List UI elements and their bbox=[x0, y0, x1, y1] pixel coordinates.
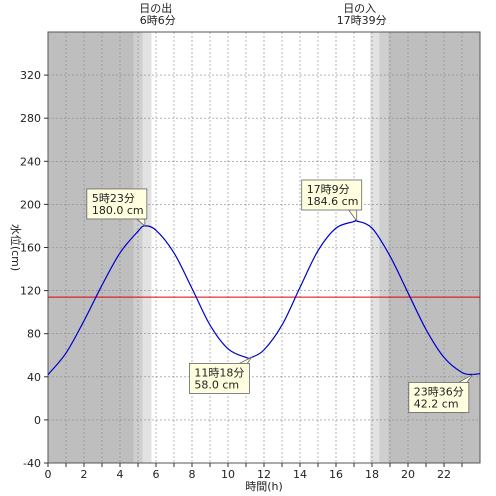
callout-time: 5時23分 bbox=[92, 192, 135, 205]
x-tick-label: 20 bbox=[401, 468, 415, 481]
water-level-curve bbox=[47, 219, 481, 376]
callout-value: 58.0 cm bbox=[194, 378, 239, 391]
y-tick-label: -40 bbox=[23, 457, 41, 470]
x-tick-label: 2 bbox=[81, 468, 88, 481]
sun-labels: 日の出 6時6分 日の入 17時39分 bbox=[139, 1, 386, 27]
x-tick-label: 14 bbox=[293, 468, 307, 481]
dusk-twilight-band bbox=[370, 32, 380, 463]
x-tick-label: 8 bbox=[189, 468, 196, 481]
y-tick-label: 0 bbox=[34, 414, 41, 427]
callout-time: 17時9分 bbox=[307, 183, 350, 196]
x-axis-ticks: 0 2 4 6 8 10 12 14 16 18 20 22 bbox=[45, 463, 463, 481]
sunrise-time: 6時6分 bbox=[140, 14, 176, 27]
callout-value: 42.2 cm bbox=[414, 397, 459, 410]
y-axis-title: 水位(cm) bbox=[9, 224, 23, 271]
sunrise-title: 日の出 bbox=[139, 1, 172, 15]
y-tick-label: 80 bbox=[27, 328, 41, 341]
callout-value: 180.0 cm bbox=[92, 204, 144, 217]
sunset-title: 日の入 bbox=[343, 2, 376, 15]
x-tick-label: 4 bbox=[117, 468, 124, 481]
x-tick-label: 10 bbox=[221, 468, 235, 481]
callout-time: 23時36分 bbox=[414, 385, 464, 398]
callout-box bbox=[86, 188, 148, 220]
y-tick-label: 280 bbox=[20, 112, 41, 125]
callout-time: 11時18分 bbox=[194, 366, 244, 379]
grid-lines bbox=[48, 32, 480, 463]
y-tick-label: 40 bbox=[27, 371, 41, 384]
callout-box bbox=[188, 363, 250, 394]
x-tick-label: 0 bbox=[45, 468, 52, 481]
x-tick-label: 12 bbox=[257, 468, 271, 481]
night-band bbox=[48, 32, 134, 463]
y-tick-label: 320 bbox=[20, 69, 41, 82]
y-tick-label: 120 bbox=[20, 285, 41, 298]
y-tick-label: 240 bbox=[20, 155, 41, 168]
sunset-time: 17時39分 bbox=[337, 14, 387, 27]
x-tick-label: 6 bbox=[153, 468, 160, 481]
x-axis-title: 時間(h) bbox=[245, 480, 283, 493]
callout-value: 184.6 cm bbox=[307, 195, 359, 208]
y-tick-label: 200 bbox=[20, 198, 41, 211]
y-axis-ticks: -40 0 40 80 120 160 200 240 280 320 bbox=[20, 69, 48, 470]
callout-box bbox=[408, 382, 470, 413]
x-tick-label: 22 bbox=[437, 468, 451, 481]
dusk-twilight-band bbox=[379, 32, 389, 463]
x-tick-label: 18 bbox=[365, 468, 379, 481]
callout-box bbox=[301, 179, 363, 211]
x-tick-label: 16 bbox=[329, 468, 343, 481]
y-tick-label: 160 bbox=[20, 242, 41, 255]
dawn-twilight-band bbox=[142, 32, 152, 463]
